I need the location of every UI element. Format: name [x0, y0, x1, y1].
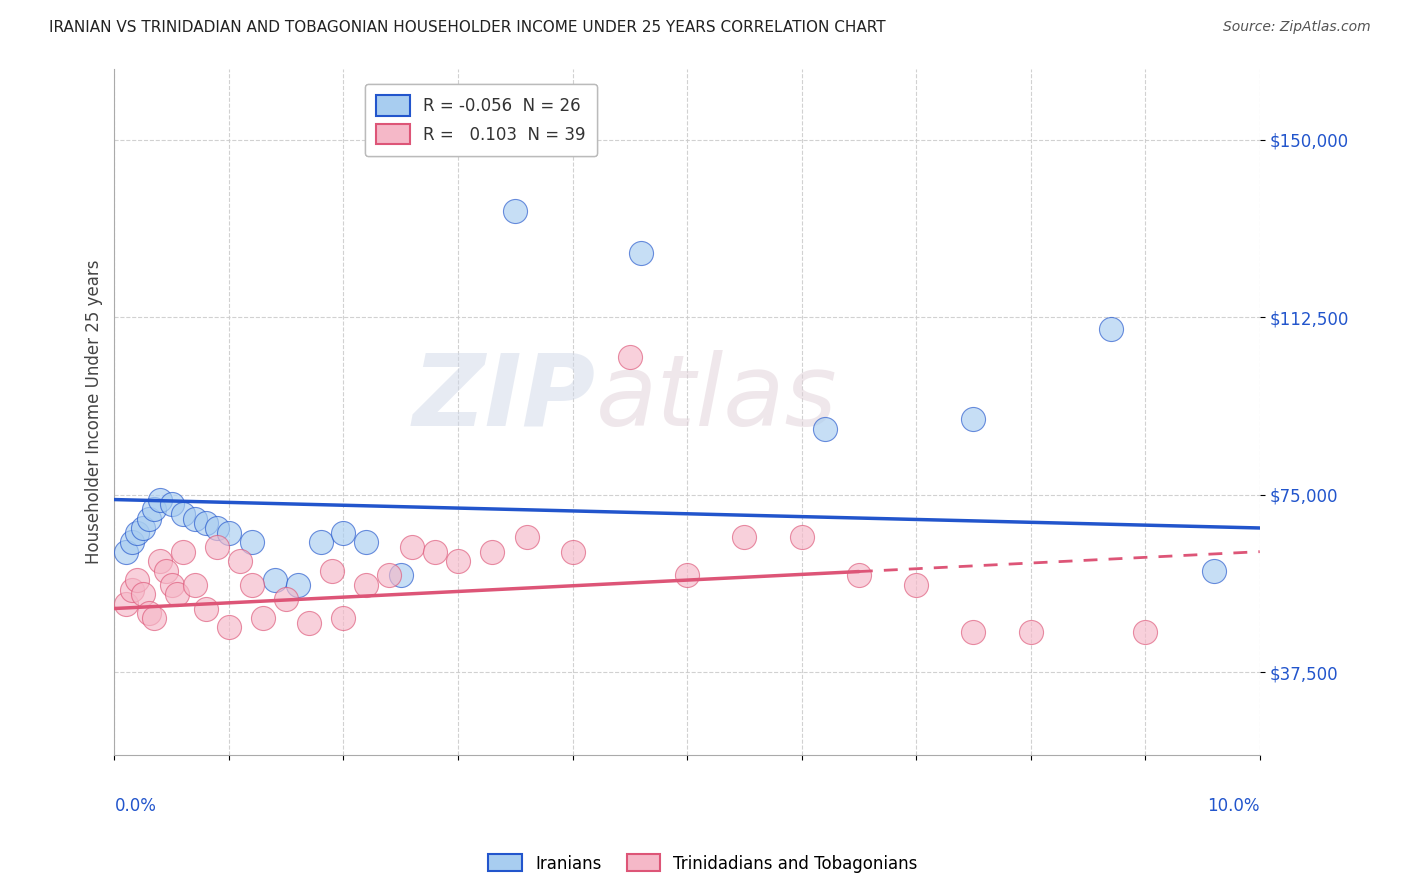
Point: [183, 511, 205, 525]
Point: [195, 516, 218, 531]
Point: [121, 535, 143, 549]
Point: [132, 521, 155, 535]
Point: [309, 535, 332, 549]
Point: [218, 620, 240, 634]
Point: [733, 531, 755, 545]
Point: [447, 554, 470, 568]
Text: IRANIAN VS TRINIDADIAN AND TOBAGONIAN HOUSEHOLDER INCOME UNDER 25 YEARS CORRELAT: IRANIAN VS TRINIDADIAN AND TOBAGONIAN HO…: [49, 20, 886, 35]
Point: [1202, 564, 1225, 578]
Point: [263, 573, 285, 587]
Text: 10.0%: 10.0%: [1208, 797, 1260, 814]
Point: [183, 578, 205, 592]
Point: [172, 544, 194, 558]
Point: [561, 544, 583, 558]
Point: [240, 578, 263, 592]
Point: [138, 606, 160, 620]
Point: [149, 554, 172, 568]
Point: [401, 540, 423, 554]
Point: [155, 564, 177, 578]
Point: [962, 412, 984, 426]
Text: Source: ZipAtlas.com: Source: ZipAtlas.com: [1223, 20, 1371, 34]
Text: 0.0%: 0.0%: [114, 797, 156, 814]
Legend: R = -0.056  N = 26, R =   0.103  N = 39: R = -0.056 N = 26, R = 0.103 N = 39: [364, 84, 598, 156]
Point: [207, 521, 229, 535]
Text: ZIP: ZIP: [412, 350, 596, 447]
Point: [356, 535, 378, 549]
Point: [1135, 625, 1157, 640]
Point: [332, 611, 354, 625]
Point: [195, 601, 218, 615]
Point: [207, 540, 229, 554]
Point: [132, 587, 155, 601]
Point: [127, 573, 149, 587]
Point: [287, 578, 309, 592]
Point: [166, 587, 188, 601]
Point: [138, 511, 160, 525]
Point: [848, 568, 870, 582]
Point: [143, 611, 166, 625]
Point: [481, 544, 503, 558]
Point: [503, 203, 526, 218]
Point: [813, 421, 835, 435]
Point: [630, 246, 652, 260]
Point: [298, 615, 321, 630]
Text: atlas: atlas: [596, 350, 837, 447]
Point: [121, 582, 143, 597]
Point: [229, 554, 252, 568]
Point: [1019, 625, 1042, 640]
Point: [160, 578, 183, 592]
Point: [905, 578, 928, 592]
Point: [356, 578, 378, 592]
Point: [240, 535, 263, 549]
Point: [790, 531, 813, 545]
Point: [321, 564, 343, 578]
Point: [160, 497, 183, 511]
Point: [149, 492, 172, 507]
Point: [127, 525, 149, 540]
Point: [276, 592, 298, 607]
Legend: Iranians, Trinidadians and Tobagonians: Iranians, Trinidadians and Tobagonians: [482, 847, 924, 880]
Point: [676, 568, 699, 582]
Point: [115, 544, 138, 558]
Point: [378, 568, 401, 582]
Point: [423, 544, 446, 558]
Y-axis label: Householder Income Under 25 years: Householder Income Under 25 years: [86, 260, 103, 564]
Point: [115, 597, 138, 611]
Point: [516, 531, 538, 545]
Point: [143, 502, 166, 516]
Point: [389, 568, 412, 582]
Point: [619, 351, 641, 365]
Point: [1099, 322, 1122, 336]
Point: [332, 525, 354, 540]
Point: [172, 507, 194, 521]
Point: [962, 625, 984, 640]
Point: [218, 525, 240, 540]
Point: [252, 611, 274, 625]
